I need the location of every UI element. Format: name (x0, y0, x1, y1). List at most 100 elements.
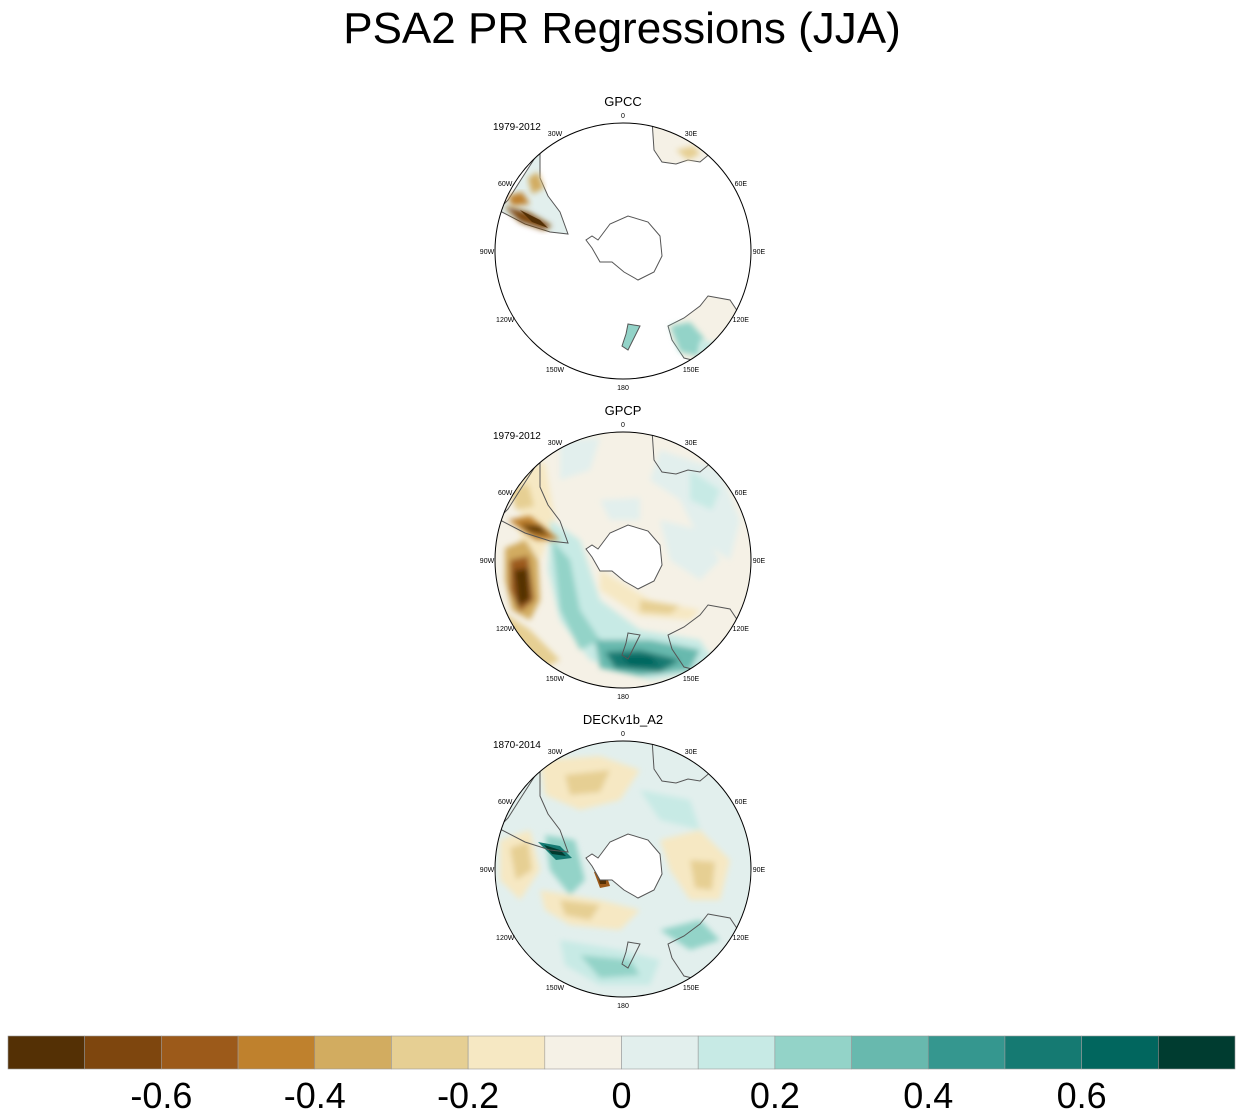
longitude-label: 90W (480, 867, 495, 874)
panel-period: 1979-2012 (493, 431, 541, 442)
island-new-zealand (621, 323, 641, 351)
panel-period: 1870-2014 (493, 740, 541, 751)
field-contour (508, 192, 530, 206)
colorbar-box (1158, 1035, 1236, 1070)
longitude-label: 60W (498, 799, 513, 806)
longitude-label: 90E (753, 249, 766, 256)
colorbar-box (621, 1035, 699, 1070)
panel-gpcc: GPCC 1979-2012 0 30E 60E 90E 120E 150E 180 150W… (480, 94, 766, 392)
longitude-label: 60W (498, 181, 513, 188)
colorbar-tick-label: 0 (611, 1075, 631, 1116)
continent-antarctica (585, 833, 663, 899)
field-contour (528, 172, 544, 194)
continent-antarctica (585, 215, 663, 281)
longitude-label: 180 (617, 694, 629, 701)
colorbar-tick-labels: -0.6 -0.4 -0.2 0 0.2 0.4 0.6 (130, 1075, 1106, 1116)
longitude-label: 30W (548, 440, 563, 447)
panel-title: GPCP (605, 403, 642, 418)
panel-title: GPCC (604, 94, 642, 109)
colorbar-tick-label: 0.2 (750, 1075, 800, 1116)
map-boundary (494, 431, 752, 689)
island-new-zealand (621, 941, 641, 969)
longitude-labels: 0 30E 60E 90E 120E 150E 180 150W 120W 90W 60W 30W (480, 422, 766, 701)
longitude-label: 0 (621, 113, 625, 120)
field-contour (500, 610, 560, 670)
longitude-label: 30E (685, 749, 698, 756)
field-contour (698, 340, 720, 360)
colorbar (7, 1035, 1236, 1070)
panel-period: 1979-2012 (493, 122, 541, 133)
field-contour (514, 568, 530, 606)
field-contour (565, 770, 610, 795)
longitude-label: 0 (621, 422, 625, 429)
colorbar-box (1081, 1035, 1159, 1070)
colorbar-box (774, 1035, 852, 1070)
longitude-label: 90E (753, 558, 766, 565)
longitude-label: 150W (546, 985, 565, 992)
field-contour (650, 450, 740, 560)
longitude-label: 30E (685, 440, 698, 447)
longitude-label: 120W (496, 935, 515, 942)
field-contour (580, 955, 640, 978)
colorbar-box (927, 1035, 1006, 1070)
field-contour (690, 860, 715, 890)
field-contour (520, 210, 548, 228)
longitude-label: 90E (753, 867, 766, 874)
map-boundary (494, 122, 752, 380)
longitude-label: 120W (496, 317, 515, 324)
colorbar-tick-label: 0.6 (1057, 1075, 1107, 1116)
field-contour (690, 470, 720, 510)
colorbar-tick-label: -0.2 (437, 1075, 499, 1116)
longitude-label: 180 (617, 1003, 629, 1010)
field-contour (640, 600, 680, 614)
colorbar-box (237, 1035, 316, 1070)
colorbar-box (84, 1035, 162, 1070)
colorbar-tick-label: -0.6 (130, 1075, 192, 1116)
field-contour (670, 322, 704, 356)
longitude-labels: 0 30E 60E 90E 120E 150E 180 150W 120W 90W 60W 30W (480, 731, 766, 1010)
longitude-label: 150W (546, 367, 565, 374)
panel-gpcp: GPCP 1979-2012 (480, 403, 766, 701)
colorbar-tick-label: 0.4 (903, 1075, 953, 1116)
map-boundary (494, 740, 752, 998)
field-contour (660, 520, 720, 580)
colorbar-tick-label: -0.4 (284, 1075, 346, 1116)
longitude-label: 180 (617, 385, 629, 392)
colorbar-box (314, 1035, 392, 1070)
longitude-label: 60E (735, 490, 748, 497)
colorbar-box (7, 1035, 85, 1070)
continent-antarctica (585, 524, 663, 590)
longitude-label: 30E (685, 131, 698, 138)
longitude-label: 90W (480, 249, 495, 256)
colorbar-box (467, 1035, 546, 1070)
continent-africa (651, 123, 713, 165)
longitude-label: 30W (548, 749, 563, 756)
field-contour (560, 438, 600, 480)
longitude-label: 120E (733, 317, 750, 324)
longitude-label: 60E (735, 799, 748, 806)
longitude-label: 150E (683, 367, 700, 374)
field-contour (552, 540, 600, 650)
colorbar-box (161, 1035, 239, 1070)
panel-deckv1b-a2: DECKv1b_A2 1870-2014 (480, 712, 766, 1010)
longitude-label: 90W (480, 558, 495, 565)
field-contour (510, 842, 532, 880)
longitude-label: 60W (498, 490, 513, 497)
colorbar-box (544, 1035, 622, 1070)
colorbar-box (1004, 1035, 1082, 1070)
colorbar-box (697, 1035, 776, 1070)
longitude-label: 120E (733, 626, 750, 633)
longitude-label: 30W (548, 131, 563, 138)
longitude-label: 0 (621, 731, 625, 738)
field-contour (600, 498, 640, 520)
longitude-labels: 0 30E 60E 90E 120E 150E 180 150W 120W 90W 60W 30W (480, 113, 766, 392)
longitude-label: 120W (496, 626, 515, 633)
field-contour (640, 790, 700, 830)
colorbar-box (391, 1035, 469, 1070)
field-contour (676, 146, 700, 160)
longitude-label: 150E (683, 985, 700, 992)
field-contour (560, 900, 600, 920)
field-contour (620, 656, 660, 666)
field-contour (660, 920, 720, 950)
longitude-label: 150W (546, 676, 565, 683)
